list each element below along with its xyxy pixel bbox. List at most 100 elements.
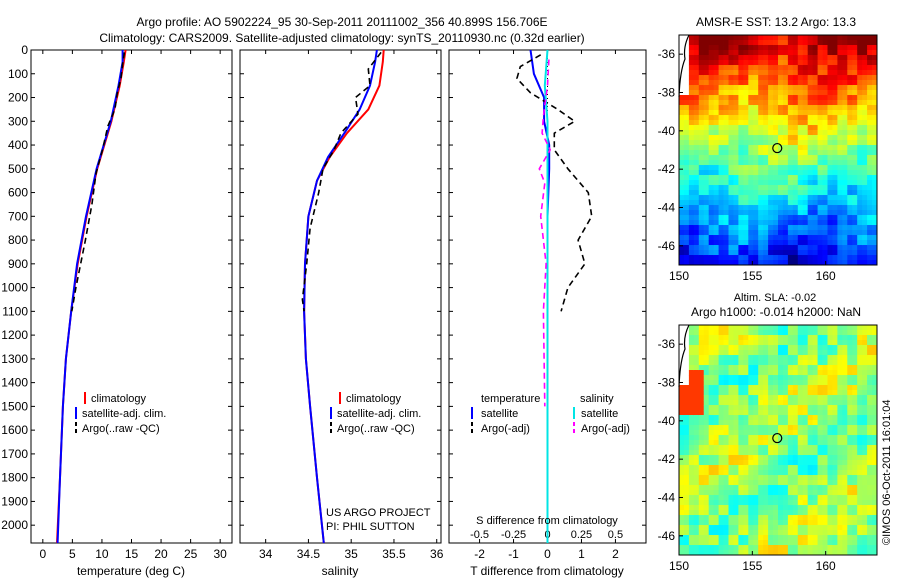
map-cell <box>847 35 853 41</box>
map-cell <box>807 545 814 551</box>
map-cell <box>728 520 734 526</box>
map-cell <box>763 350 769 356</box>
map-cell <box>768 130 774 136</box>
map-cell <box>867 245 873 251</box>
map-cell <box>728 250 734 256</box>
map-cell <box>862 205 868 211</box>
map-cell <box>708 495 715 501</box>
map-cell <box>679 235 685 241</box>
map-cell <box>847 55 853 61</box>
map-cell <box>758 240 764 246</box>
map-cell <box>773 200 779 206</box>
map-cell <box>782 365 789 371</box>
map-cell <box>797 220 804 226</box>
map-cell <box>743 205 749 211</box>
map-cell <box>867 35 873 41</box>
map-cell <box>688 190 695 196</box>
map-cell <box>713 520 719 526</box>
map-cell <box>748 520 754 526</box>
map-cell <box>718 215 724 221</box>
map-cell <box>792 250 799 256</box>
map-cell <box>802 210 809 216</box>
map-cell <box>852 255 858 261</box>
map-cell <box>782 185 789 191</box>
map-cell <box>827 335 833 341</box>
map-cell <box>792 405 799 411</box>
map-cell <box>733 485 739 491</box>
map-cell <box>778 185 784 191</box>
map-cell <box>852 160 858 166</box>
map-cell <box>713 50 719 56</box>
map-cell <box>857 425 863 431</box>
map-cell <box>797 250 804 256</box>
map-cell <box>683 550 690 556</box>
map-cell <box>728 210 734 216</box>
map-cell <box>857 235 863 241</box>
map-cell <box>832 405 838 411</box>
map-cell <box>688 470 695 476</box>
map-cell <box>782 70 789 76</box>
map-cell <box>867 520 873 526</box>
map-cell <box>758 60 764 66</box>
map-cell <box>857 55 863 61</box>
map-cell <box>782 250 789 256</box>
map-cell <box>713 475 719 481</box>
map-cell <box>688 260 695 266</box>
map-cell <box>713 350 719 356</box>
x-tick-label: 34.5 <box>297 547 321 561</box>
map-cell <box>792 520 799 526</box>
map-cell <box>832 475 838 481</box>
x-tick-label: 36 <box>430 547 444 561</box>
map-cell <box>688 100 695 106</box>
map-cell <box>748 535 754 541</box>
map-cell <box>867 485 873 491</box>
map-cell <box>683 545 690 551</box>
map-cell <box>832 45 838 51</box>
map-cell <box>872 355 878 361</box>
map-cell <box>693 85 700 91</box>
map-cell <box>748 85 754 91</box>
map-cell <box>679 330 685 336</box>
map-cell <box>768 390 774 396</box>
map-cell <box>733 550 739 556</box>
map-cell <box>862 115 868 121</box>
map-cell <box>688 130 695 136</box>
map-cell <box>703 65 710 71</box>
map-cell <box>822 55 828 61</box>
map-cell <box>733 105 739 111</box>
map-cell <box>723 455 729 461</box>
map-cell <box>792 155 799 161</box>
map-cell <box>743 70 749 76</box>
map-cell <box>723 485 729 491</box>
map-cell <box>792 205 799 211</box>
map-cell <box>713 540 719 546</box>
map-cell <box>792 495 799 501</box>
map-cell <box>688 150 695 156</box>
map-cell <box>857 90 863 96</box>
map-cell <box>733 440 739 446</box>
map-cell <box>723 185 729 191</box>
map-cell <box>862 455 868 461</box>
map-cell <box>708 120 715 126</box>
map-cell <box>763 155 769 161</box>
map-cell <box>698 55 705 61</box>
map-cell <box>812 210 818 216</box>
map-cell <box>688 380 695 386</box>
map-cell <box>778 135 784 141</box>
map-cell <box>862 245 868 251</box>
map-cell <box>688 375 695 381</box>
map-lat-label: -44 <box>658 201 676 215</box>
map-cell <box>723 190 729 196</box>
map-cell <box>857 395 863 401</box>
map-cell <box>787 220 794 226</box>
map-cell <box>802 335 809 341</box>
map-cell <box>822 80 828 86</box>
map-cell <box>778 70 784 76</box>
map-cell <box>768 465 774 471</box>
map-cell <box>872 425 878 431</box>
map-cell <box>748 470 754 476</box>
map-cell <box>738 255 744 261</box>
map-cell <box>832 505 838 511</box>
map-cell <box>723 375 729 381</box>
map-cell <box>812 145 818 151</box>
